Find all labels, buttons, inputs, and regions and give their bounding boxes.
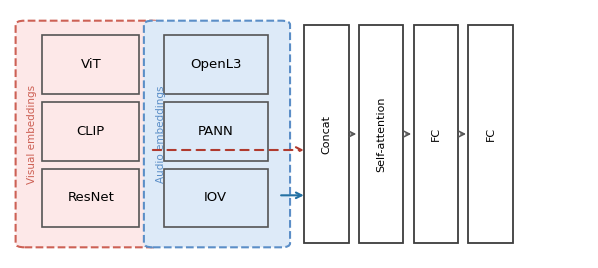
Text: IOV: IOV — [204, 192, 227, 204]
Text: FC: FC — [431, 127, 441, 141]
Text: PANN: PANN — [198, 125, 234, 138]
Text: Audio embeddings: Audio embeddings — [155, 85, 166, 183]
Bar — [42, 35, 139, 94]
Bar — [164, 35, 268, 94]
Bar — [304, 25, 349, 243]
Bar — [164, 169, 268, 227]
FancyBboxPatch shape — [16, 21, 162, 247]
Bar — [468, 25, 513, 243]
Text: CLIP: CLIP — [77, 125, 105, 138]
Text: Self-attention: Self-attention — [376, 96, 386, 172]
Text: ViT: ViT — [80, 58, 101, 71]
Text: ResNet: ResNet — [68, 192, 114, 204]
Text: FC: FC — [486, 127, 496, 141]
Bar — [42, 169, 139, 227]
Text: Visual embeddings: Visual embeddings — [28, 84, 37, 184]
Bar — [414, 25, 458, 243]
Text: OpenL3: OpenL3 — [190, 58, 242, 71]
FancyBboxPatch shape — [144, 21, 290, 247]
Bar — [42, 102, 139, 161]
Bar — [359, 25, 404, 243]
Text: Concat: Concat — [321, 114, 331, 154]
Bar — [164, 102, 268, 161]
